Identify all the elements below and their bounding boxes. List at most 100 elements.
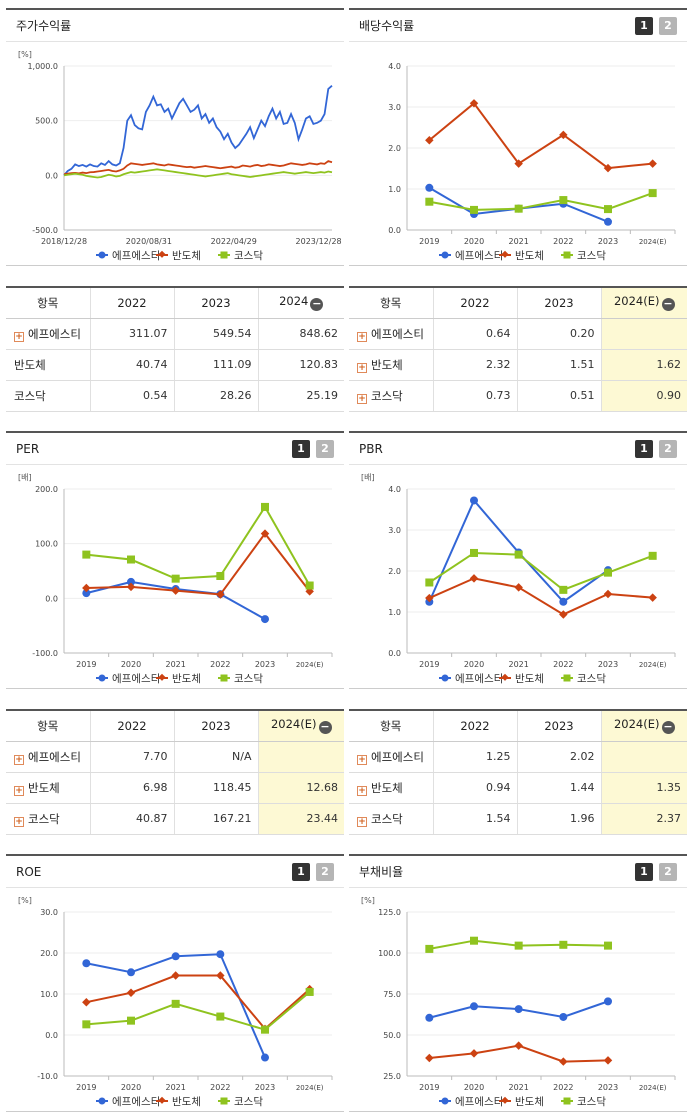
row-name[interactable]: + 에프에스티 xyxy=(6,318,91,350)
toggle-2-button[interactable]: 2 xyxy=(659,862,677,881)
x-tick-label: 2022 xyxy=(553,1083,573,1092)
column-header-label: 2024(E) xyxy=(613,294,660,309)
collapse-icon[interactable]: − xyxy=(661,720,675,735)
data-point xyxy=(171,952,180,961)
column-header: 2022 xyxy=(90,711,175,742)
series-line xyxy=(428,101,653,170)
legend-marker xyxy=(158,1096,166,1104)
legend-label: 반도체 xyxy=(515,1096,544,1108)
data-table: 항목 2022 2023 2024(E) − + 에프에스티 1.25 2.02 + 반도체 0.94… xyxy=(349,711,687,835)
expand-icon[interactable]: + xyxy=(14,816,24,827)
data-point xyxy=(648,551,657,560)
expand-icon[interactable]: + xyxy=(357,816,367,827)
data-point xyxy=(82,997,91,1007)
expand-icon[interactable]: + xyxy=(357,362,367,373)
x-tick-label: 2019 xyxy=(419,660,439,669)
legend-label: 코스닥 xyxy=(577,673,606,685)
collapse-icon[interactable]: − xyxy=(310,297,324,312)
x-tick-label: 2020 xyxy=(464,237,484,246)
x-tick-label: 2021 xyxy=(165,1083,185,1092)
data-point xyxy=(305,581,314,590)
data-point xyxy=(514,1041,523,1050)
table-cell: 120.83 xyxy=(258,349,344,381)
row-name[interactable]: + 코스닥 xyxy=(6,803,91,835)
column-header: 2024(E) − xyxy=(258,711,344,742)
row-name[interactable]: + 반도체 xyxy=(6,772,91,804)
toggle-2-button[interactable]: 2 xyxy=(659,439,677,458)
row-name[interactable]: + 코스닥 xyxy=(349,803,434,835)
series-line xyxy=(429,192,654,211)
toggle-1-button[interactable]: 1 xyxy=(635,16,653,35)
table-cell: 0.73 xyxy=(433,380,518,412)
column-header: 2022 xyxy=(433,288,518,319)
legend-marker xyxy=(501,250,509,258)
data-point xyxy=(559,940,568,949)
toggle-1-button[interactable]: 1 xyxy=(292,439,310,458)
x-tick-label: 2021 xyxy=(508,237,528,246)
data-point xyxy=(559,1012,568,1021)
toggle-2-button[interactable]: 2 xyxy=(659,16,677,35)
panel-title: ROE xyxy=(16,864,42,879)
legend-marker xyxy=(98,674,106,682)
x-tick-label: 2019 xyxy=(76,1083,96,1092)
expand-icon[interactable]: + xyxy=(357,393,367,404)
panel-roe: ROE 1 2 [%] 30.0 20.0 10.0 0.0 -10.0 2019 2020 2… xyxy=(6,854,344,1112)
y-tick-label: 0.0 xyxy=(45,171,58,180)
expand-icon[interactable]: + xyxy=(14,754,24,765)
legend-marker xyxy=(441,674,449,682)
collapse-icon[interactable]: − xyxy=(661,297,675,312)
column-header-label: 2024 xyxy=(279,294,309,309)
table-cell xyxy=(258,741,344,773)
toggle-1-button[interactable]: 1 xyxy=(635,862,653,881)
panel-title: 부채비율 xyxy=(359,865,404,879)
row-name[interactable]: + 에프에스티 xyxy=(6,741,91,773)
y-tick-label: -10.0 xyxy=(37,1072,58,1081)
expand-icon[interactable]: + xyxy=(357,785,367,796)
data-point xyxy=(261,1053,269,1062)
toggle-2-button[interactable]: 2 xyxy=(316,862,334,881)
row-name[interactable]: + 반도체 xyxy=(349,772,434,804)
expand-icon[interactable]: + xyxy=(357,754,367,765)
column-header: 항목 xyxy=(6,288,91,319)
y-tick-label: 50.0 xyxy=(383,1031,401,1040)
y-tick-label: 1.0 xyxy=(388,185,401,194)
column-header-label: 2022 xyxy=(460,718,490,733)
data-point xyxy=(425,578,434,587)
y-tick-label: -500.0 xyxy=(32,226,58,235)
row-name-label: 코스닥 xyxy=(371,388,403,403)
toggle-1-button[interactable]: 1 xyxy=(292,862,310,881)
panel-pbr: PBR 1 2 [배] 4.0 3.0 2.0 1.0 0.0 2019 2020 2021 20… xyxy=(349,431,687,689)
x-tick-label: 2022 xyxy=(553,660,573,669)
unit-label: [배] xyxy=(361,473,375,482)
expand-icon[interactable]: + xyxy=(14,785,24,796)
data-point xyxy=(126,988,136,998)
table-cell: 12.68 xyxy=(258,772,344,804)
column-header: 2022 xyxy=(90,288,175,319)
view-toggles: 1 2 xyxy=(292,439,334,458)
expand-icon[interactable]: + xyxy=(14,331,24,342)
legend-label: 코스닥 xyxy=(234,1096,263,1108)
series-line xyxy=(86,504,311,587)
data-point xyxy=(559,1057,568,1066)
collapse-icon[interactable]: − xyxy=(318,720,332,735)
column-header-label: 2022 xyxy=(460,295,490,310)
data-point xyxy=(559,196,568,205)
row-name[interactable]: + 에프에스티 xyxy=(349,318,434,350)
x-tick-label: 2023 xyxy=(255,1083,275,1092)
column-header: 2023 xyxy=(517,288,602,319)
table-row: + 반도체 0.94 1.44 1.35 xyxy=(349,772,687,804)
row-name[interactable]: + 반도체 xyxy=(349,349,434,381)
legend-marker xyxy=(220,1097,228,1105)
table-cell xyxy=(601,741,687,773)
table-header-row: 항목 2022 2023 2024(E) − xyxy=(349,288,687,319)
toggle-2-button[interactable]: 2 xyxy=(316,439,334,458)
table-cell: 28.26 xyxy=(174,380,259,412)
x-tick-label: 2023 xyxy=(598,660,618,669)
table-cell: 2.32 xyxy=(433,349,518,381)
legend-label: 반도체 xyxy=(515,250,544,262)
row-name[interactable]: + 코스닥 xyxy=(349,380,434,412)
expand-icon[interactable]: + xyxy=(357,331,367,342)
row-name[interactable]: + 에프에스티 xyxy=(349,741,434,773)
legend-label: 에프에스티 xyxy=(455,1096,503,1108)
toggle-1-button[interactable]: 1 xyxy=(635,439,653,458)
